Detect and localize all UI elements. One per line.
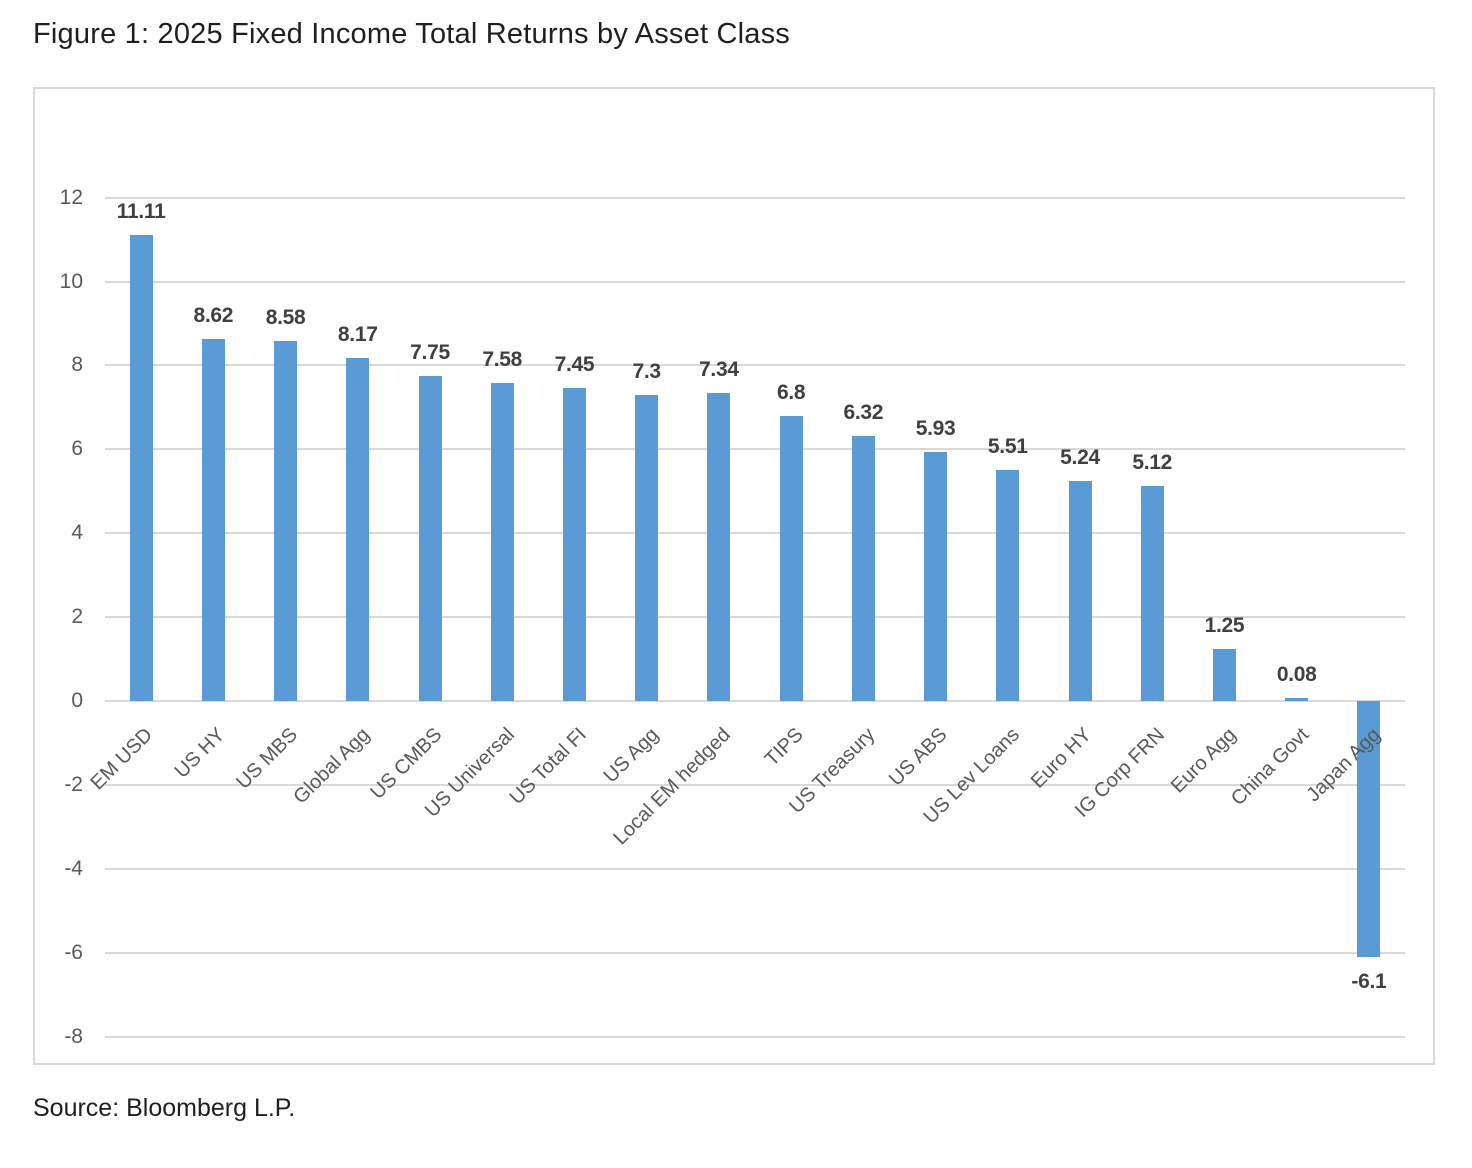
y-tick-label: 2 (71, 605, 83, 629)
bar (562, 388, 586, 701)
y-tick-label: 6 (71, 437, 83, 461)
bar-value-label: 5.51 (987, 434, 1028, 458)
bar (201, 339, 225, 701)
gridline (105, 951, 1405, 954)
bar (635, 394, 659, 701)
x-category-label: TIPS (760, 723, 808, 771)
figure-title: Figure 1: 2025 Fixed Income Total Return… (33, 18, 790, 50)
gridline (105, 783, 1405, 786)
bar-value-label: 5.24 (1060, 446, 1100, 470)
gridline (105, 1035, 1405, 1038)
bar (1212, 648, 1236, 701)
x-category-label: China Govt (1226, 723, 1313, 811)
gridline (105, 364, 1405, 367)
bar-value-label: 1.25 (1204, 613, 1245, 637)
y-tick-label: 0 (71, 689, 83, 712)
bar-value-label: 5.12 (1132, 451, 1173, 475)
bar-value-label: 7.75 (410, 340, 450, 364)
bar-value-label: 7.34 (699, 358, 739, 382)
bar-value-label: 7.3 (632, 359, 662, 383)
x-category-label: US Agg (599, 723, 663, 788)
y-tick-label: 10 (59, 269, 83, 293)
gridline (105, 867, 1405, 870)
gridline (105, 448, 1405, 451)
bar (490, 383, 514, 701)
bar-value-label: 7.58 (482, 348, 523, 372)
source-note: Source: Bloomberg L.P. (33, 1094, 296, 1122)
bar (1140, 486, 1164, 701)
bar-value-label: 7.45 (554, 353, 595, 377)
bar (418, 375, 442, 701)
y-tick-label: 12 (59, 185, 83, 209)
y-tick-label: 8 (71, 353, 83, 377)
x-category-label: US Total FI (505, 723, 591, 809)
bar (129, 234, 153, 701)
x-category-label: US ABS (885, 723, 952, 791)
gridline (105, 532, 1405, 535)
bar (707, 393, 731, 701)
y-tick-label: -2 (64, 772, 83, 796)
bar-value-label: 8.62 (193, 304, 234, 328)
bar-value-label: 6.8 (776, 380, 806, 404)
bar-value-label: 6.32 (843, 400, 884, 424)
x-category-label: US HY (170, 723, 230, 783)
bar-value-label: -6.1 (1351, 969, 1387, 993)
y-tick-label: 4 (71, 521, 83, 545)
bar (274, 341, 298, 701)
gridline (105, 700, 1405, 702)
bar-value-label: 0.08 (1276, 662, 1317, 686)
x-category-label: Global Agg (289, 723, 375, 809)
bar-value-label: 8.17 (337, 323, 378, 347)
bar (1285, 697, 1309, 701)
gridline (105, 616, 1405, 619)
bar (924, 452, 948, 701)
bar (346, 358, 370, 701)
bar-chart: 12 10 8 6 4 2 0 -2 -4 -6 -8 11.11 EM USD 8.62 US HY 8.5… (33, 87, 1435, 1065)
bar (851, 435, 875, 701)
bar-value-label: 11.11 (116, 199, 166, 223)
bar (1068, 481, 1092, 701)
bar (779, 415, 803, 701)
y-tick-label: -6 (64, 940, 83, 964)
bar (1357, 701, 1381, 957)
bar-value-label: 5.93 (915, 417, 956, 441)
bar (996, 469, 1020, 701)
gridline (105, 196, 1405, 199)
bar-value-label: 8.58 (265, 306, 306, 330)
y-tick-label: -8 (64, 1024, 83, 1048)
gridline (105, 280, 1405, 283)
y-tick-label: -4 (64, 856, 83, 880)
